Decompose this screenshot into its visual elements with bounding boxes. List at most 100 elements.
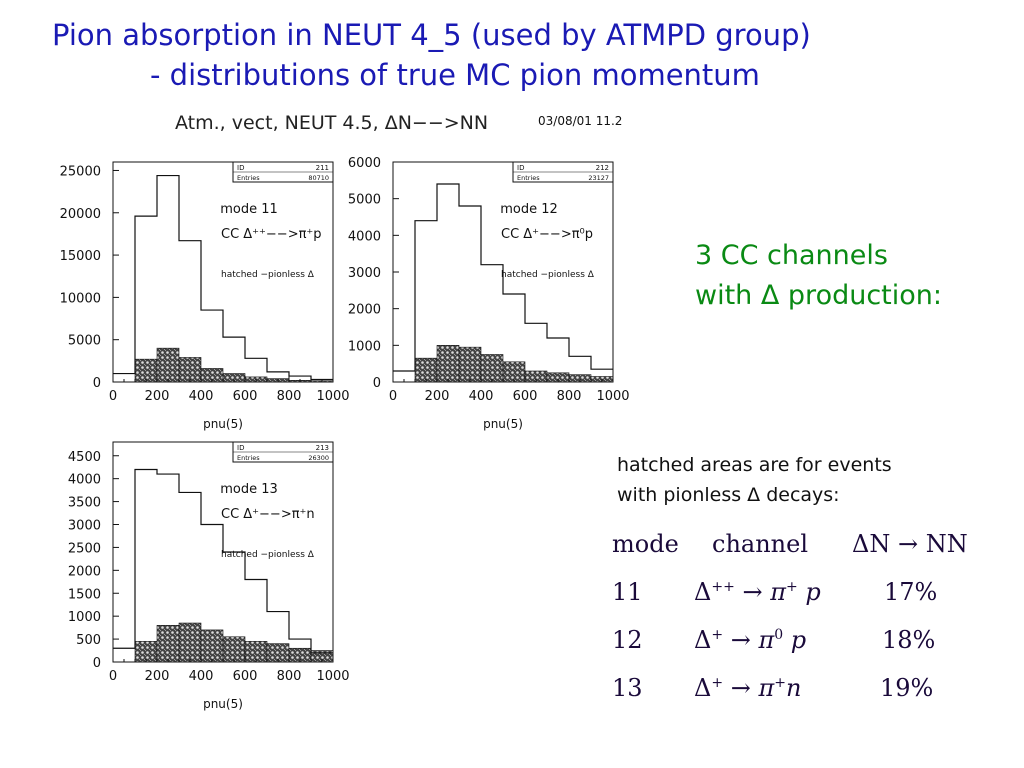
hatched-bar [178,622,202,663]
hatched-bar [414,357,438,383]
mode-label: mode 11 [220,202,278,217]
x-axis-label: pnu(5) [203,417,243,431]
y-tick-label: 5000 [68,334,101,349]
histogram-mode-13: 0 200 400 600 800 1000 0 500 1000 1500 2000 2500 300… [68,441,350,711]
x-tick-label: 400 [469,389,494,404]
hatched-bar [134,358,158,383]
histogram-step-line [113,468,333,654]
y-tick-label: 4500 [68,450,101,465]
note-line1: hatched areas are for events [617,454,892,476]
y-tick-label: 5000 [348,193,381,208]
hatched-bar [244,641,268,663]
y-tick-label: 25000 [60,164,101,179]
x-tick-label: 600 [233,669,258,684]
row-fraction: 19% [880,674,934,702]
hatched-label: hatched −pionless Δ [221,270,315,280]
summary-line1: 3 CC channels [695,240,888,271]
y-tick-label: 6000 [348,156,381,171]
row-fraction: 18% [882,626,936,654]
row-mode: 13 [612,674,643,702]
y-tick-label: 1000 [348,339,381,354]
hatched-bar [502,361,526,383]
row-channel: Δ+ → π+n [694,674,802,702]
x-tick-label: 1000 [316,669,349,684]
figure-date-stamp: 03/08/01 11.2 [538,114,623,128]
hatched-label: hatched −pionless Δ [501,270,595,280]
y-tick-label: 4000 [68,473,101,488]
stat-box-id-label: ID [237,444,244,452]
y-tick-label: 4000 [348,229,381,244]
summary-line2: with Δ production: [695,280,942,311]
y-tick-label: 2500 [68,541,101,556]
hatched-bar [178,357,202,383]
x-tick-label: 0 [389,389,397,404]
y-tick-label: 15000 [60,249,101,264]
header-mode: mode [612,530,679,558]
reaction-label: CC Δ⁺⁺−−>π⁺p [221,227,322,242]
hatched-bar [458,346,482,383]
x-axis-label: pnu(5) [203,697,243,711]
x-tick-label: 1000 [316,389,349,404]
y-tick-label: 0 [373,376,381,391]
x-tick-label: 0 [109,389,117,404]
stat-box-entries-label: Entries [237,174,260,182]
mode-label: mode 12 [500,202,558,217]
x-tick-label: 200 [145,389,170,404]
x-tick-label: 400 [189,389,214,404]
y-tick-label: 3500 [68,496,101,511]
y-tick-label: 2000 [348,303,381,318]
note-line2: with pionless Δ decays: [617,484,840,506]
x-tick-label: 800 [557,389,582,404]
hatched-bar [436,345,460,383]
x-tick-label: 200 [145,669,170,684]
stat-box-entries: 80710 [308,174,329,182]
x-tick-label: 400 [189,669,214,684]
y-tick-label: 20000 [60,207,101,222]
stat-box-id: 212 [596,164,609,172]
y-tick-label: 0 [93,656,101,671]
row-channel: Δ++ → π+ p [694,578,821,606]
y-tick-label: 0 [93,376,101,391]
x-axis-label: pnu(5) [483,417,523,431]
x-tick-label: 1000 [596,389,629,404]
y-tick-label: 10000 [60,291,101,306]
histogram-mode-11: 0 200 400 600 800 100005000100001500020000250… [60,161,350,431]
x-tick-label: 800 [277,389,302,404]
y-tick-label: 3000 [68,519,101,534]
row-channel: Δ+ → π0 p [694,626,807,654]
reaction-label: CC Δ⁺−−>π⁺n [221,507,315,522]
hatched-bar [200,629,224,663]
histogram-step-line [113,174,333,381]
slide-title-line1: Pion absorption in NEUT 4_5 (used by ATM… [52,18,811,52]
stat-box-entries-label: Entries [517,174,540,182]
stat-box-id: 211 [316,164,329,172]
mode-label: mode 13 [220,482,278,497]
row-mode: 12 [612,626,643,654]
reaction-label: CC Δ⁺−−>π⁰p [501,227,593,242]
y-tick-label: 500 [76,633,101,648]
header-channel: channel [712,530,808,558]
y-tick-label: 1500 [68,587,101,602]
hatched-bar [480,354,504,383]
hatched-bar [134,641,158,663]
y-tick-label: 3000 [348,266,381,281]
hatched-bar [222,636,246,663]
stat-box-id-label: ID [237,164,244,172]
hatched-bar [156,347,180,383]
stat-box-id-label: ID [517,164,524,172]
hatched-bar [156,625,180,663]
histogram-step-line [393,183,613,372]
stat-box-id: 213 [316,444,329,452]
hatched-label: hatched −pionless Δ [221,550,315,560]
stat-box-entries: 23127 [588,174,609,182]
x-tick-label: 200 [425,389,450,404]
stat-box-entries-label: Entries [237,454,260,462]
slide-title-line2: - distributions of true MC pion momentum [150,58,760,92]
stat-box-entries: 26300 [308,454,329,462]
x-tick-label: 800 [277,669,302,684]
histogram-mode-12: 0 200 400 600 800 1000 0 1000 2000 3000 4000 5000 60… [348,156,630,431]
header-fraction: ΔN → NN [852,530,968,558]
y-tick-label: 1000 [68,610,101,625]
x-tick-label: 600 [233,389,258,404]
row-mode: 11 [612,578,643,606]
